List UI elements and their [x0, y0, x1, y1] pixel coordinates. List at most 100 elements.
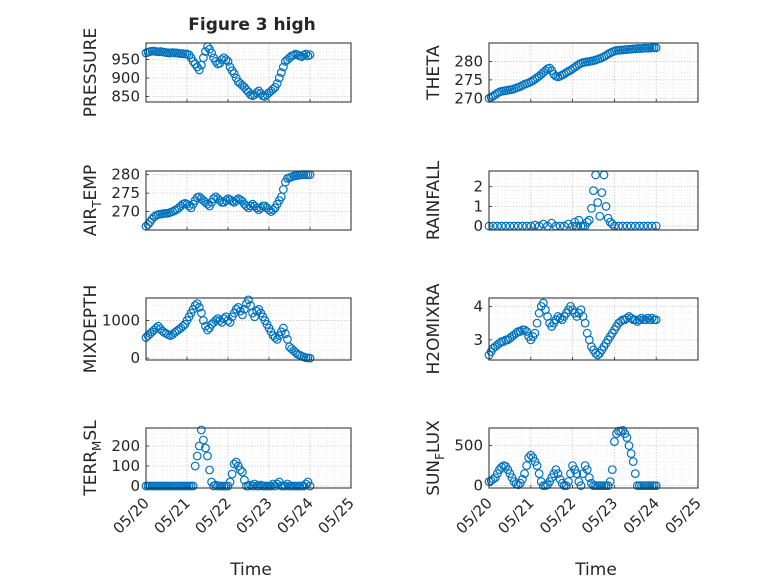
y-tick-label: 1000: [102, 312, 140, 330]
data-point: [595, 211, 605, 221]
x-tick-label: 05/20: [453, 494, 496, 537]
x-tick-label: 05/21: [494, 494, 537, 537]
data-point: [246, 201, 255, 211]
x-tick-label: 05/22: [536, 494, 579, 537]
y-tick-label: 0: [473, 217, 483, 235]
y-axis-label: THETA: [424, 45, 444, 101]
data-point: [194, 441, 204, 451]
data-point: [651, 315, 661, 325]
data-point: [203, 451, 212, 461]
data-point: [192, 451, 202, 461]
data-point: [651, 481, 661, 491]
y-axis-label: SUNFLUX: [424, 420, 447, 496]
data-point: [624, 441, 634, 451]
data-point: [538, 219, 548, 229]
data-point: [626, 449, 636, 459]
y-axis-label: H2OMIXRA: [424, 283, 444, 374]
data-point: [272, 79, 282, 88]
y-tick-label: 0: [130, 349, 140, 367]
data-point: [219, 314, 229, 324]
data-point: [582, 465, 592, 475]
data-point: [252, 306, 262, 316]
y-tick-label: 275: [111, 184, 140, 202]
data-point: [630, 469, 640, 479]
data-point: [205, 465, 214, 475]
data-series: [484, 43, 661, 103]
y-tick-label: 900: [111, 69, 140, 87]
subplot-4: 0 12 RAINFALL: [424, 160, 699, 240]
data-point: [225, 477, 235, 487]
x-tick-label: 05/20: [110, 494, 153, 537]
data-point: [641, 315, 651, 325]
data-point: [520, 325, 529, 335]
data-point: [597, 188, 607, 198]
data-point: [281, 329, 290, 339]
y-tick-label: 2: [473, 178, 483, 196]
data-point: [576, 481, 586, 491]
axes-box: [145, 427, 352, 489]
data-point: [520, 469, 529, 479]
data-series: [484, 426, 661, 491]
y-tick-label: 275: [454, 71, 483, 89]
data-point: [580, 318, 590, 328]
y-axis-label: MIXDEPTH: [81, 285, 101, 374]
data-point: [524, 453, 534, 463]
x-tick-label: 05/21: [151, 494, 194, 537]
y-tick-label: 280: [111, 166, 140, 184]
x-tick-label: 05/24: [620, 494, 663, 537]
data-point: [522, 327, 532, 336]
data-point: [593, 198, 603, 207]
x-tick-label: 05/25: [662, 494, 705, 537]
x-tick-label: 05/22: [192, 494, 235, 537]
y-tick-label: 200: [111, 437, 140, 455]
y-tick-label: 1: [473, 197, 483, 215]
data-point: [143, 220, 153, 229]
data-point: [622, 433, 632, 443]
data-point: [264, 205, 274, 215]
data-point: [244, 295, 253, 305]
data-point: [217, 55, 227, 64]
data-point: [607, 465, 617, 475]
data-point: [553, 469, 563, 479]
y-axis-label: TERRMSL: [81, 420, 104, 497]
data-series: [484, 298, 661, 360]
y-axis-label-tail: SL: [81, 420, 101, 441]
data-point: [198, 53, 208, 63]
data-point: [194, 65, 204, 75]
data-point: [622, 313, 632, 323]
data-point: [209, 194, 219, 204]
data-point: [601, 201, 611, 211]
data-point: [628, 457, 638, 467]
data-point: [198, 316, 208, 325]
data-point: [239, 475, 249, 485]
data-point: [215, 196, 225, 205]
y-tick-label: 4: [473, 297, 483, 315]
data-point: [229, 459, 239, 469]
axes-box: [488, 42, 699, 103]
data-point: [250, 312, 260, 322]
data-series: [141, 425, 315, 491]
data-point: [305, 481, 315, 491]
x-tick-label: 05/25: [315, 494, 358, 537]
data-point: [564, 219, 573, 229]
y-axis-label-subscript: M: [90, 441, 104, 451]
y-axis-label-tail: EMP: [81, 165, 101, 201]
data-point: [610, 437, 619, 447]
data-point: [526, 450, 536, 460]
data-point: [522, 461, 532, 471]
y-axis-label-subscript: F: [433, 453, 447, 460]
data-point: [651, 43, 661, 53]
data-series: [141, 42, 315, 101]
data-point: [198, 435, 208, 445]
data-point: [248, 481, 258, 491]
data-point: [237, 467, 247, 477]
y-tick-label: 280: [454, 52, 483, 70]
x-tick-label: 05/23: [578, 494, 621, 537]
data-point: [518, 474, 527, 484]
data-point: [231, 196, 241, 205]
axes-box: [488, 297, 699, 361]
